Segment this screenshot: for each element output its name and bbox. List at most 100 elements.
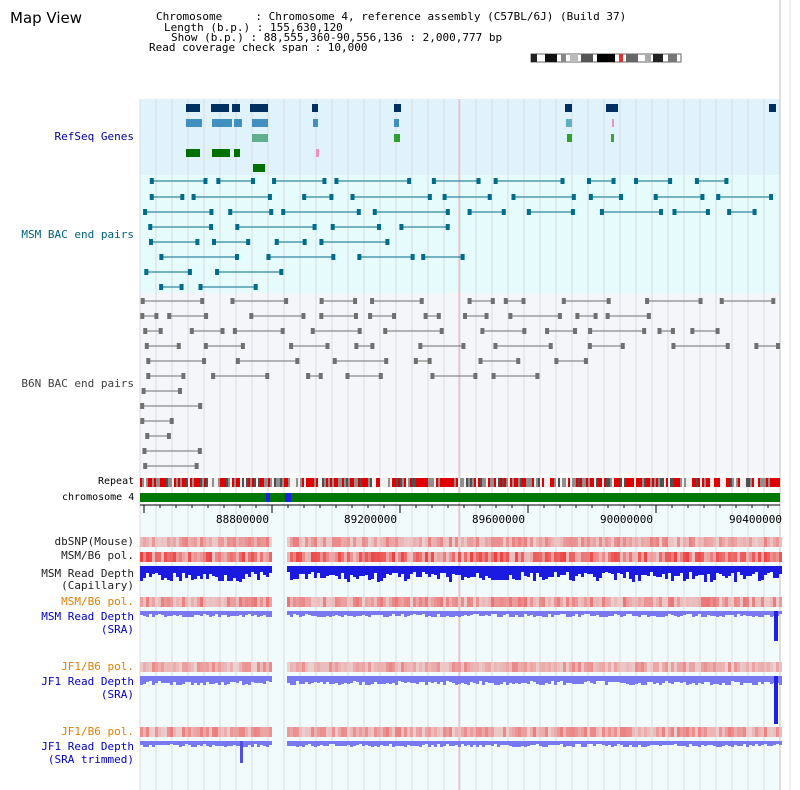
pol-cell (749, 727, 752, 737)
depth-bar (386, 741, 389, 746)
track-label-msm-depth-cap[interactable]: MSM Read Depth (41, 567, 134, 580)
pol-cell (242, 552, 245, 562)
pol-cell (350, 662, 353, 672)
pol-cell (707, 552, 710, 562)
pol-cell (719, 662, 722, 672)
pol-cell (161, 552, 164, 562)
pol-cell (545, 552, 548, 562)
depth-bar (689, 741, 692, 744)
pol-cell (497, 727, 500, 737)
refseq-gene (234, 119, 242, 127)
repeat-element (558, 478, 560, 487)
depth-bar (620, 611, 623, 617)
pol-cell (644, 552, 647, 562)
track-label-jf1-b6-pol[interactable]: JF1/B6 pol. (61, 660, 134, 673)
pol-cell (503, 727, 506, 737)
depth-bar (398, 566, 401, 577)
depth-bar (755, 611, 758, 616)
depth-bar (329, 566, 332, 575)
pol-cell (605, 662, 608, 672)
depth-bar (341, 741, 344, 746)
depth-bar (635, 741, 638, 747)
track-label-chromosome[interactable]: chromosome 4 (62, 492, 135, 503)
pol-cell (314, 727, 317, 737)
repeat-element (656, 478, 658, 487)
track-label-dbsnp[interactable]: dbSNP(Mouse) (54, 535, 134, 548)
depth-bar (395, 741, 398, 746)
track-label-msm-b6-pol[interactable]: MSM/B6 pol. (61, 549, 134, 562)
pol-cell (536, 727, 539, 737)
depth-bar (452, 566, 455, 574)
track-label-refseq[interactable]: RefSeq Genes (54, 130, 134, 143)
depth-bar (422, 611, 425, 614)
b6n-bac-pair (144, 343, 149, 349)
pol-cell (209, 537, 212, 547)
pol-cell (533, 552, 536, 562)
depth-bar (686, 676, 689, 685)
pol-cell (734, 727, 737, 737)
pol-cell (776, 727, 779, 737)
pol-cell (581, 727, 584, 737)
pol-cell (599, 537, 602, 547)
pol-cell (326, 597, 329, 607)
msm-bac-pair (228, 209, 233, 215)
depth-bar (422, 566, 425, 572)
track-label-jf1-b6-pol-2[interactable]: JF1/B6 pol. (61, 725, 134, 738)
depth-bar (152, 741, 155, 747)
repeat-element (516, 478, 518, 487)
track-label-msm-depth-sra[interactable]: MSM Read Depth (41, 610, 134, 623)
pol-cell (638, 552, 641, 562)
pol-cell (347, 662, 350, 672)
repeat-element (588, 478, 590, 487)
track-label-msm-b6-pol-2[interactable]: MSM/B6 pol. (61, 595, 134, 608)
pol-cell (590, 537, 593, 547)
track-label-jf1-depth-trim[interactable]: JF1 Read Depth (41, 740, 134, 753)
depth-bar (323, 676, 326, 684)
depth-bar (353, 611, 356, 617)
pol-cell (482, 662, 485, 672)
pol-cell (308, 662, 311, 672)
repeat-element (168, 478, 170, 487)
track-label-jf1-depth-sra[interactable]: JF1 Read Depth (41, 675, 134, 688)
pol-cell (287, 662, 290, 672)
track-label-msm-bac[interactable]: MSM BAC end pairs (21, 228, 134, 241)
pol-cell (404, 662, 407, 672)
pol-cell (335, 552, 338, 562)
pol-cell (443, 597, 446, 607)
pol-cell (311, 552, 314, 562)
track-label-b6n-bac[interactable]: B6N BAC end pairs (21, 377, 134, 390)
depth-bar (428, 566, 431, 577)
page-title: Map View (10, 9, 83, 27)
track-label-repeat[interactable]: Repeat (98, 476, 135, 487)
pol-cell (668, 537, 671, 547)
pol-cell (401, 727, 404, 737)
pol-cell (371, 552, 374, 562)
pol-cell (467, 537, 470, 547)
depth-bar (530, 741, 533, 745)
pol-cell (419, 727, 422, 737)
depth-bar (485, 676, 488, 682)
pol-cell (587, 537, 590, 547)
depth-bar (383, 676, 386, 684)
depth-bar (506, 676, 509, 685)
repeat-element (460, 478, 462, 487)
depth-bar (608, 611, 611, 616)
pol-cell (245, 537, 248, 547)
repeat-element (346, 478, 348, 487)
pol-cell (353, 537, 356, 547)
depth-bar (686, 566, 689, 579)
pol-cell (776, 552, 779, 562)
pol-cell (404, 727, 407, 737)
pol-cell (644, 727, 647, 737)
depth-bar (722, 741, 725, 746)
pol-cell (500, 727, 503, 737)
pol-cell (425, 597, 428, 607)
axis-tick-label: 89600000 (472, 513, 525, 526)
pol-cell (554, 662, 557, 672)
pol-cell (248, 552, 251, 562)
depth-bar (305, 741, 308, 745)
b6n-bac-pair (203, 343, 208, 349)
pol-cell (719, 597, 722, 607)
b6n-bac-pair (715, 328, 720, 334)
